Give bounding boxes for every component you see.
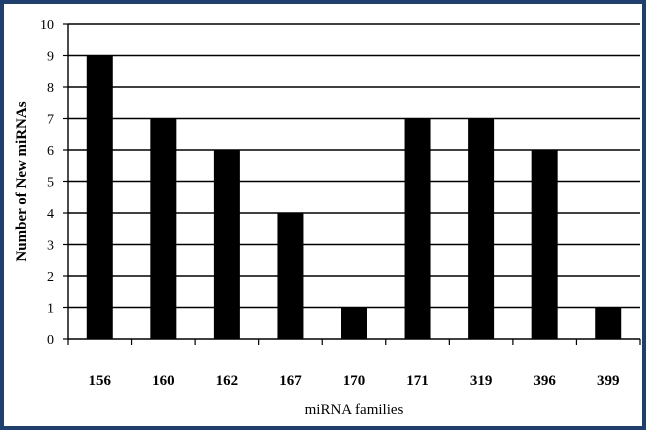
- bar-167: [277, 213, 304, 339]
- y-axis-label: Number of New miRNAs: [14, 101, 30, 261]
- x-tick-label: 167: [279, 373, 302, 389]
- x-tick-label: 156: [89, 373, 112, 389]
- x-axis-label: miRNA families: [305, 402, 404, 418]
- bar-399: [595, 307, 622, 339]
- y-tick-label: 7: [47, 113, 54, 128]
- x-tick-label: 170: [343, 373, 366, 389]
- x-tick-label: 171: [406, 373, 429, 389]
- y-tick-label: 10: [40, 18, 54, 33]
- y-tick-label: 9: [47, 50, 54, 65]
- y-tick-label: 8: [47, 81, 54, 96]
- x-tick-label: 399: [597, 373, 620, 389]
- y-tick-label: 2: [47, 270, 54, 285]
- y-tick-labels: 0 1 2 3 4 5 6 7 8 9 10: [40, 18, 54, 348]
- bar-160: [150, 118, 177, 339]
- y-tick-label: 5: [47, 176, 54, 191]
- x-tick-label: 162: [216, 373, 239, 389]
- y-tick-label: 4: [47, 207, 54, 222]
- bar-171: [404, 118, 431, 339]
- bar-396: [531, 150, 558, 339]
- y-tick-label: 6: [47, 144, 54, 159]
- bar-319: [468, 118, 495, 339]
- x-tick-labels: 156 160 162 167 170 171 319 396 399: [89, 373, 620, 389]
- y-tick-label: 0: [47, 333, 54, 348]
- y-tick-label: 3: [47, 239, 54, 254]
- y-tick-label: 1: [47, 302, 54, 317]
- bars: [86, 55, 622, 339]
- x-tick-label: 160: [152, 373, 175, 389]
- bar-156: [86, 55, 113, 339]
- axes: [63, 23, 641, 345]
- x-tick-label: 319: [470, 373, 493, 389]
- bar-170: [341, 307, 367, 339]
- x-tick-label: 396: [533, 373, 556, 389]
- bar-162: [213, 150, 240, 339]
